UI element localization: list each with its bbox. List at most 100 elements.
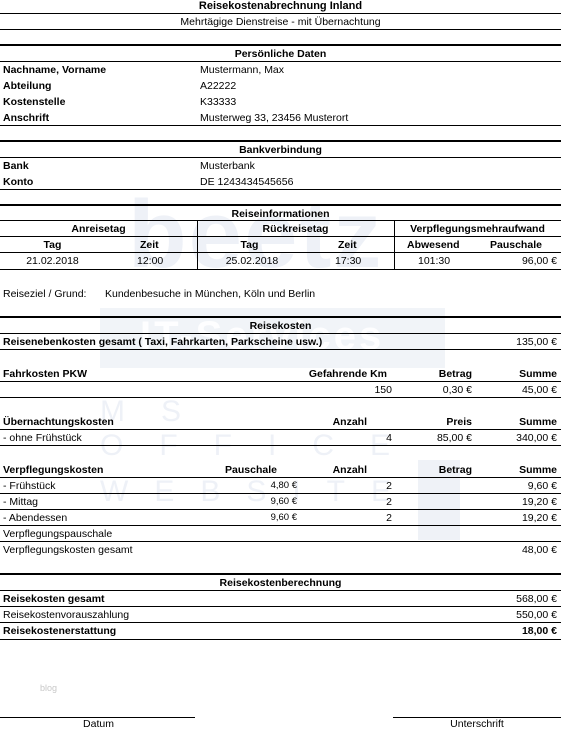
col-day: Tag <box>240 239 259 251</box>
hotel-sum: 340,00 € <box>516 432 557 444</box>
divider <box>394 221 395 270</box>
meal-row: - Frühstück 4,80 € 2 9,60 € <box>0 478 561 494</box>
field-value: A22222 <box>200 80 237 92</box>
subtitle-row: Mehrtägige Dienstreise - mit Übernachtun… <box>0 14 561 30</box>
meal-flat: 9,60 € <box>270 512 297 523</box>
meal-sum: 9,60 € <box>527 480 557 492</box>
meal-name: - Frühstück <box>3 480 56 492</box>
col-count: Anzahl <box>332 464 367 476</box>
field-label: Abteilung <box>3 80 52 92</box>
allowance-label: Verpflegungsmehraufwand <box>410 223 545 235</box>
section-heading-calc: Reisekostenberechnung <box>0 573 561 591</box>
page-subtitle: Mehrtägige Dienstreise - mit Übernachtun… <box>180 16 381 28</box>
title-row: Reisekostenabrechnung Inland <box>0 0 561 14</box>
field-label: Kostenstelle <box>3 96 66 108</box>
hotel-header-row: Übernachtungskosten Anzahl Preis Summe <box>0 414 561 430</box>
col-sum: Summe <box>519 416 557 428</box>
page-title: Reisekostenabrechnung Inland <box>198 0 363 12</box>
field-label: Konto <box>3 176 34 188</box>
section-title: Reisekosten <box>249 320 312 332</box>
section-title: Reisekostenberechnung <box>219 577 342 589</box>
calc-total-label: Reisekosten gesamt <box>3 593 105 605</box>
trip-values-row: 21.02.2018 12:00 25.02.2018 17:30 101:30… <box>0 253 561 270</box>
meal-sum: 19,20 € <box>521 512 557 524</box>
personal-row: Abteilung A22222 <box>0 78 561 94</box>
car-rate: 0,30 € <box>442 384 472 396</box>
calc-total-row: Reisekosten gesamt 568,00 € <box>0 591 561 607</box>
field-value: Musterweg 33, 23456 Musterort <box>200 112 349 124</box>
field-value: K33333 <box>200 96 237 108</box>
incidental-row: Reisenebenkosten gesamt ( Taxi, Fahrkart… <box>0 334 561 350</box>
col-sum: Summe <box>519 464 557 476</box>
col-rate: Betrag <box>438 368 472 380</box>
personal-row: Anschrift Musterweg 33, 23456 Musterort <box>0 110 561 126</box>
field-value: Mustermann, Max <box>200 64 285 76</box>
car-values-row: 150 0,30 € 45,00 € <box>0 382 561 398</box>
meal-sum: 19,20 € <box>521 496 557 508</box>
calc-refund-value: 18,00 € <box>521 625 557 637</box>
blog-watermark: blog <box>40 683 58 693</box>
meal-flat-label: Verpflegungspauschale <box>3 528 113 540</box>
meal-total-label: Verpflegungskosten gesamt <box>3 544 133 556</box>
calc-refund-row: Reisekostenerstattung 18,00 € <box>0 623 561 640</box>
personal-row: Kostenstelle K33333 <box>0 94 561 110</box>
col-amount: Betrag <box>438 464 472 476</box>
section-heading-bank: Bankverbindung <box>0 140 561 158</box>
meal-name: - Mittag <box>3 496 39 508</box>
field-label: Nachname, Vorname <box>3 64 107 76</box>
calc-advance-label: Reisekostenvorauszahlung <box>3 609 130 621</box>
divider <box>197 221 198 270</box>
hotel-item: - ohne Frühstück <box>3 432 82 444</box>
hotel-values-row: - ohne Frühstück 4 85,00 € 340,00 € <box>0 430 561 446</box>
hotel-count: 4 <box>386 432 392 444</box>
col-time: Zeit <box>338 239 357 251</box>
field-value: DE 1243434545656 <box>200 176 294 188</box>
meal-total-value: 48,00 € <box>521 544 557 556</box>
flat-value: 96,00 € <box>521 255 557 267</box>
incidental-label: Reisenebenkosten gesamt ( Taxi, Fahrkart… <box>3 336 323 348</box>
col-km: Gefahrende Km <box>308 368 387 380</box>
col-flat: Pauschale <box>225 464 277 476</box>
date-label: Datum <box>83 718 114 730</box>
hotel-label: Übernachtungskosten <box>3 416 114 428</box>
section-title: Persönliche Daten <box>234 48 327 60</box>
section-title: Bankverbindung <box>239 144 322 156</box>
col-price: Preis <box>446 416 472 428</box>
meal-row: - Mittag 9,60 € 2 19,20 € <box>0 494 561 510</box>
signature-label: Unterschrift <box>450 718 504 730</box>
car-header-row: Fahrkosten PKW Gefahrende Km Betrag Summ… <box>0 366 561 382</box>
trip-goal-row: Reiseziel / Grund: Kundenbesuche in Münc… <box>0 286 561 302</box>
calc-advance-row: Reisekostenvorauszahlung 550,00 € <box>0 607 561 623</box>
incidental-value: 135,00 € <box>516 336 557 348</box>
section-heading-costs: Reisekosten <box>0 316 561 334</box>
meal-name: - Abendessen <box>3 512 68 524</box>
col-day: Tag <box>43 239 62 251</box>
section-heading-trip: Reiseinformationen <box>0 204 561 221</box>
return-day: 25.02.2018 <box>225 255 279 267</box>
departure-label: Anreisetag <box>71 223 126 235</box>
meal-flat: 4,80 € <box>270 480 297 491</box>
car-km: 150 <box>374 384 392 396</box>
return-label: Rückreisetag <box>262 223 329 235</box>
signature-line <box>393 717 561 718</box>
meal-total-row: Verpflegungskosten gesamt 48,00 € <box>0 542 561 558</box>
col-flat: Pauschale <box>490 239 542 251</box>
personal-row: Nachname, Vorname Mustermann, Max <box>0 62 561 78</box>
car-label: Fahrkosten PKW <box>3 368 88 380</box>
section-title: Reiseinformationen <box>231 208 330 220</box>
section-heading-personal: Persönliche Daten <box>0 46 561 62</box>
bank-row: Bank Musterbank <box>0 158 561 174</box>
meal-count: 2 <box>386 512 392 524</box>
calc-refund-label: Reisekostenerstattung <box>3 625 117 637</box>
hotel-price: 85,00 € <box>436 432 472 444</box>
col-absence: Abwesend <box>407 239 460 251</box>
field-value: Musterbank <box>200 160 255 172</box>
goal-value: Kundenbesuche in München, Köln und Berli… <box>105 288 316 300</box>
col-time: Zeit <box>140 239 159 251</box>
departure-day: 21.02.2018 <box>26 255 79 267</box>
trip-col-header: Tag Zeit Tag Zeit Abwesend Pauschale <box>0 237 561 253</box>
absence-value: 101:30 <box>418 255 451 267</box>
date-line <box>0 717 195 718</box>
col-count: Anzahl <box>332 416 367 428</box>
